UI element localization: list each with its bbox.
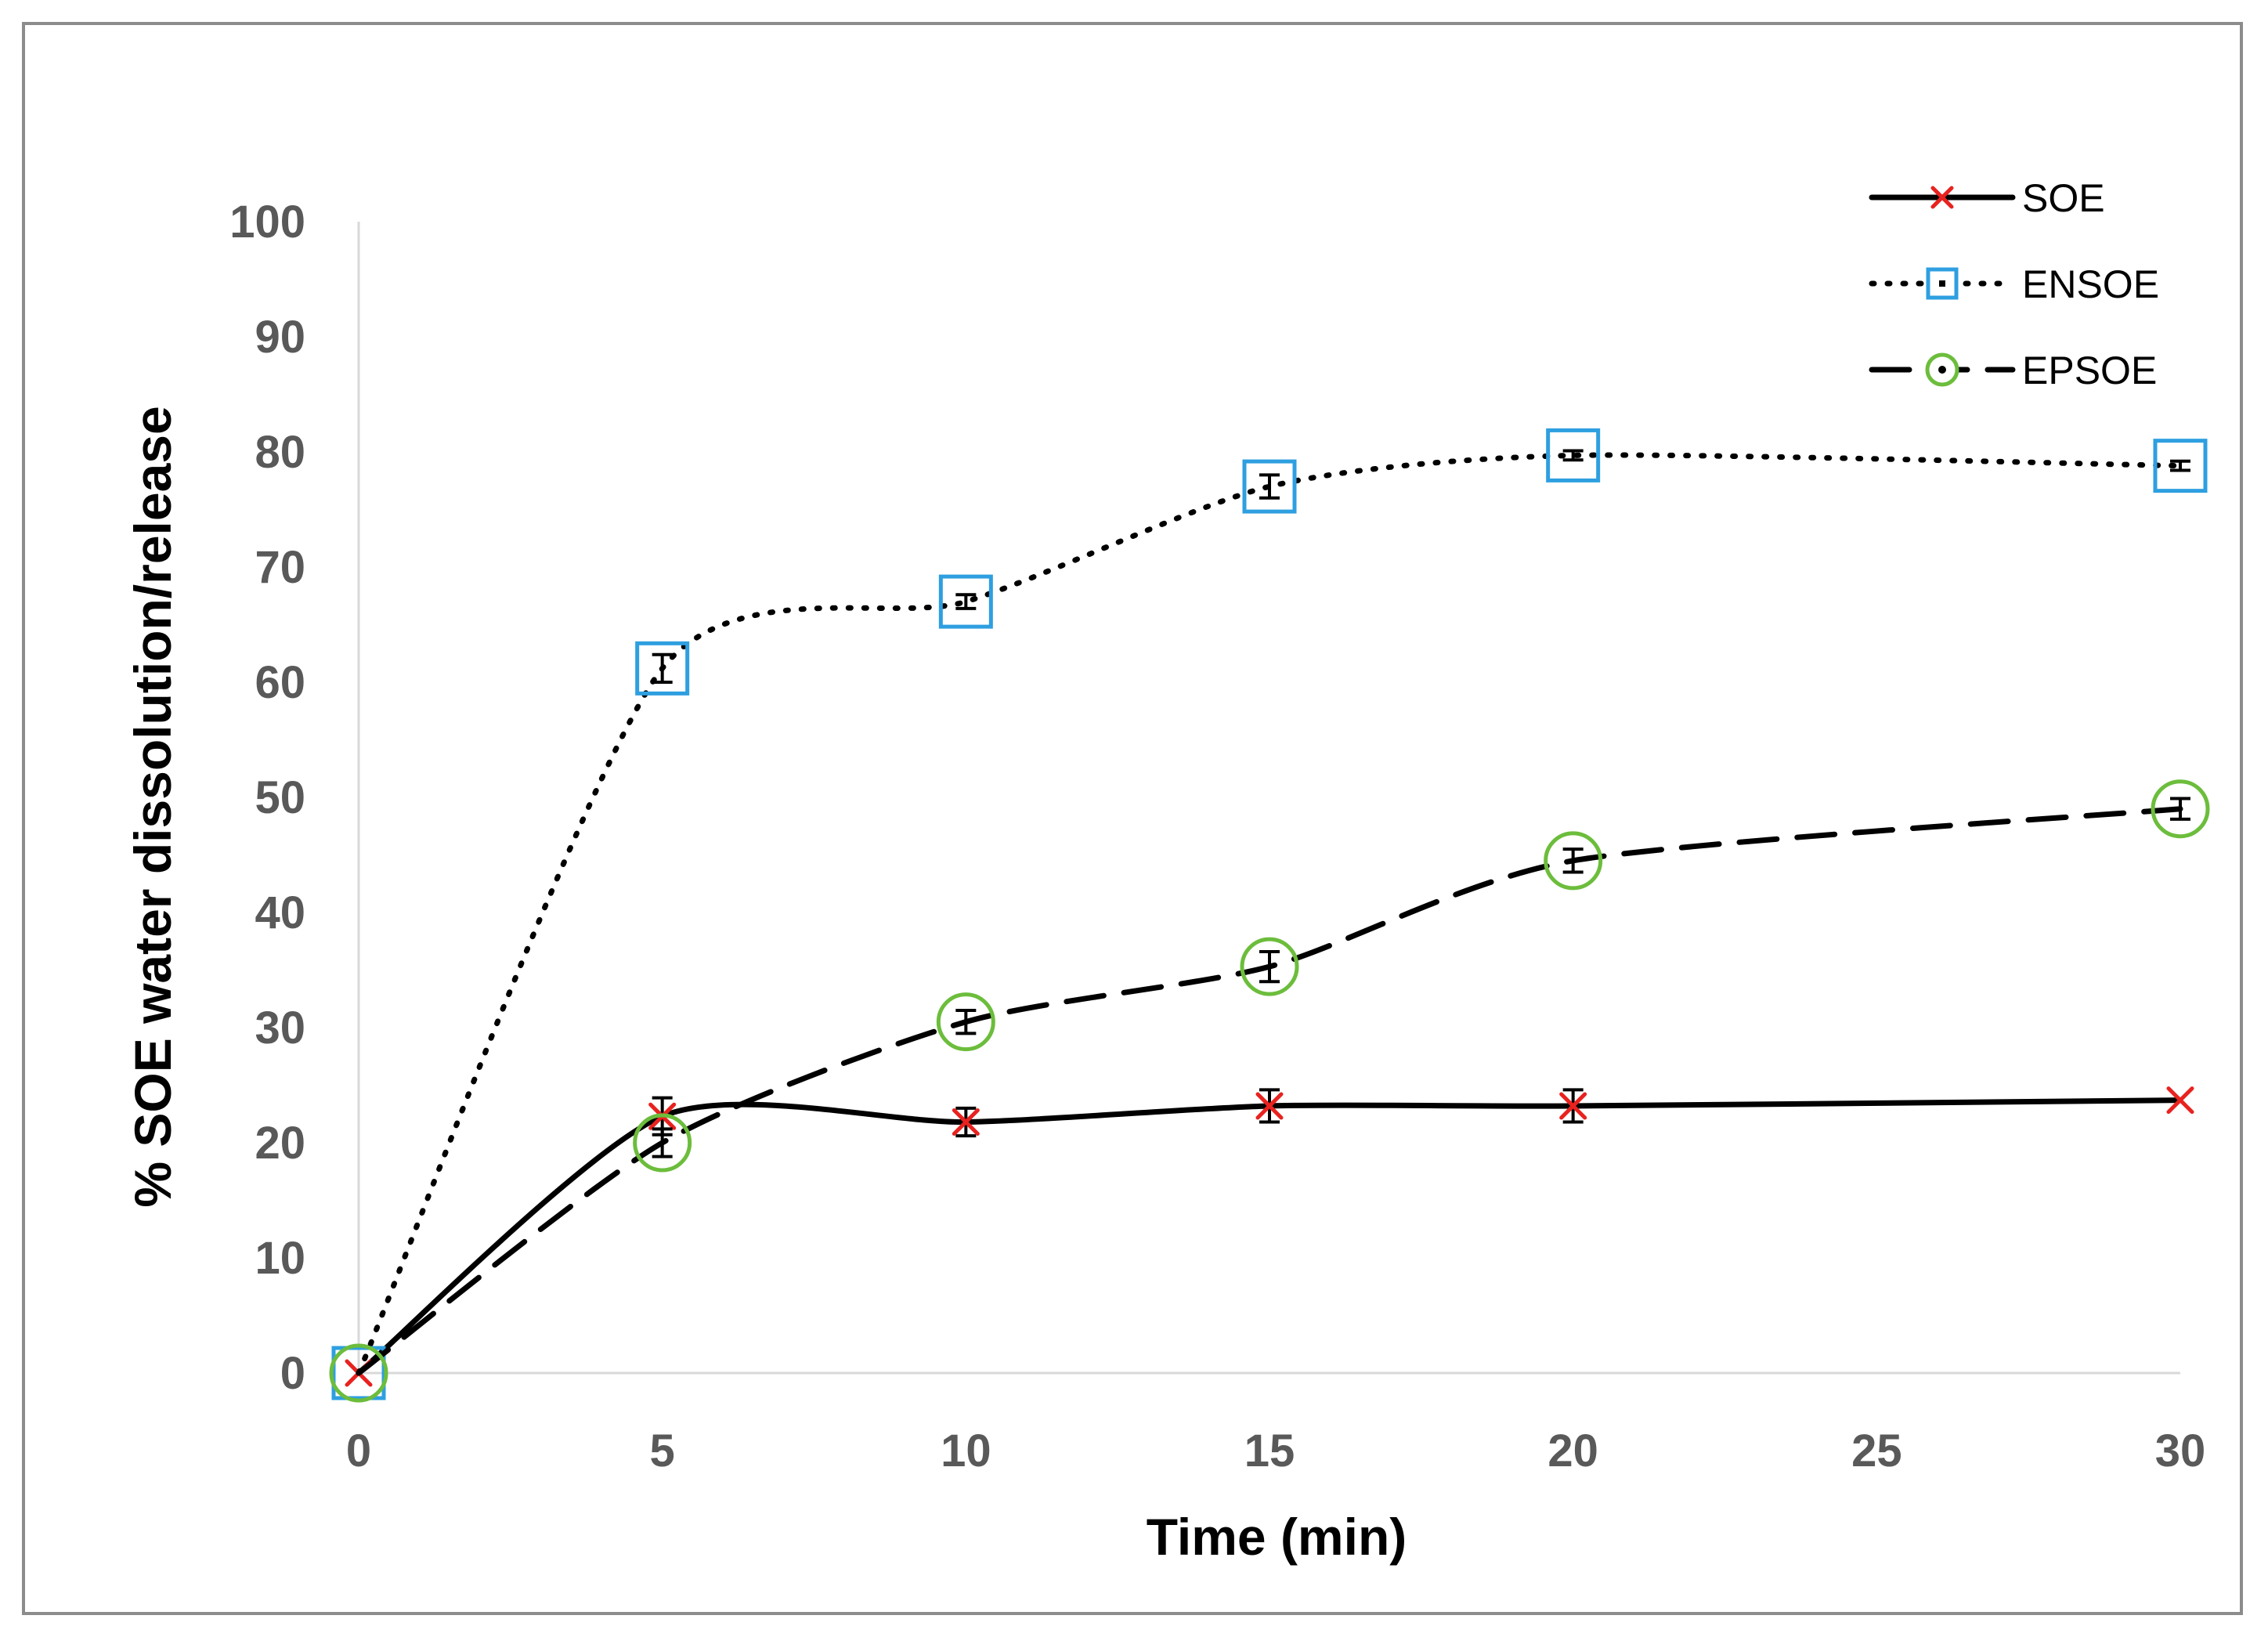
series-epsoe-point xyxy=(936,992,995,1052)
series-soe xyxy=(345,1086,2194,1387)
series-soe-point xyxy=(2166,1086,2194,1115)
x-axis-title: Time (min) xyxy=(1147,1508,1407,1566)
series-ensoe-point xyxy=(938,574,993,629)
series-ensoe-point xyxy=(331,1346,386,1400)
series-ensoe-error-bar xyxy=(652,652,673,684)
series-epsoe-point xyxy=(1240,937,1299,996)
x-marker-stroke xyxy=(952,1108,980,1137)
series-soe-point xyxy=(1255,1092,1284,1120)
series-ensoe-error-bar xyxy=(2170,459,2190,472)
series-epsoe-error-bar xyxy=(1259,949,1280,984)
y-tick-label: 50 xyxy=(255,772,305,823)
y-tick-label: 30 xyxy=(255,1003,305,1053)
y-tick-label: 0 xyxy=(280,1348,305,1399)
y-tick-label: 90 xyxy=(255,312,305,363)
series-ensoe-point xyxy=(635,641,690,696)
series-epsoe-error-bar xyxy=(652,1127,673,1158)
x-tick-label: 20 xyxy=(1548,1426,1598,1476)
series-epsoe-point xyxy=(329,1343,388,1403)
x-marker-stroke xyxy=(1930,186,1954,209)
series-epsoe-point xyxy=(2151,779,2210,839)
legend-marker-center xyxy=(1939,280,1945,287)
legend-label-ensoe: ENSOE xyxy=(2022,262,2159,306)
x-tick-label: 10 xyxy=(941,1426,991,1476)
series-epsoe-point xyxy=(633,1113,692,1173)
legend-label-epsoe: EPSOE xyxy=(2022,349,2157,392)
legend-marker-soe xyxy=(1930,186,1954,209)
series-layer xyxy=(329,428,2210,1403)
series-soe-point xyxy=(952,1108,980,1137)
y-tick-label: 40 xyxy=(255,887,305,938)
series-soe-line xyxy=(356,1097,2183,1376)
y-tick-label: 70 xyxy=(255,542,305,593)
legend-marker-center xyxy=(1938,366,1946,374)
series-epsoe-error-bar xyxy=(2170,797,2190,821)
series-epsoe-error-bar xyxy=(1562,847,1584,874)
chart-frame xyxy=(22,22,2243,1615)
series-epsoe-error-bar xyxy=(955,1008,977,1035)
y-axis-title: % SOE water dissolution/release xyxy=(124,406,182,1207)
legend-label-soe: SOE xyxy=(2022,176,2105,220)
x-tick-label: 30 xyxy=(2155,1426,2206,1476)
series-ensoe-error-bar xyxy=(1562,449,1584,462)
x-tick-label: 15 xyxy=(1244,1426,1295,1476)
series-ensoe-point xyxy=(1242,459,1297,514)
x-tick-label: 25 xyxy=(1851,1426,1902,1476)
series-ensoe-error-bar xyxy=(955,593,977,610)
series-epsoe-line xyxy=(356,806,2183,1376)
series-ensoe-point xyxy=(1546,428,1601,482)
legend-item-soe: SOE xyxy=(1869,176,2105,220)
x-tick-label: 5 xyxy=(650,1426,675,1476)
x-tick-label: 0 xyxy=(346,1426,371,1476)
legend-item-ensoe: ENSOE xyxy=(1869,262,2159,306)
y-tick-label: 100 xyxy=(229,197,305,248)
y-tick-label: 60 xyxy=(255,657,305,708)
legend-item-epsoe: EPSOE xyxy=(1869,349,2157,392)
series-ensoe-point xyxy=(2153,439,2208,493)
series-ensoe-error-bar xyxy=(1259,473,1280,500)
x-marker-stroke xyxy=(2166,1086,2194,1115)
x-marker-stroke xyxy=(1559,1092,1587,1120)
legend: SOE ENSOE EPSOE xyxy=(1869,176,2159,392)
y-tick-label: 10 xyxy=(255,1233,305,1284)
series-epsoe-point xyxy=(1544,831,1603,891)
series-ensoe-line xyxy=(356,452,2183,1376)
series-ensoe xyxy=(331,428,2208,1400)
axes: 0 10 20 30 40 50 60 70 80 90 100 0 5 10 15 20 25 30 xyxy=(229,197,2205,1476)
x-marker-stroke xyxy=(1255,1092,1284,1120)
series-soe-point xyxy=(1559,1092,1587,1120)
y-tick-label: 20 xyxy=(255,1118,305,1169)
series-epsoe xyxy=(329,779,2210,1403)
legend-marker-ensoe xyxy=(1926,267,1959,300)
y-tick-label: 80 xyxy=(255,427,305,478)
